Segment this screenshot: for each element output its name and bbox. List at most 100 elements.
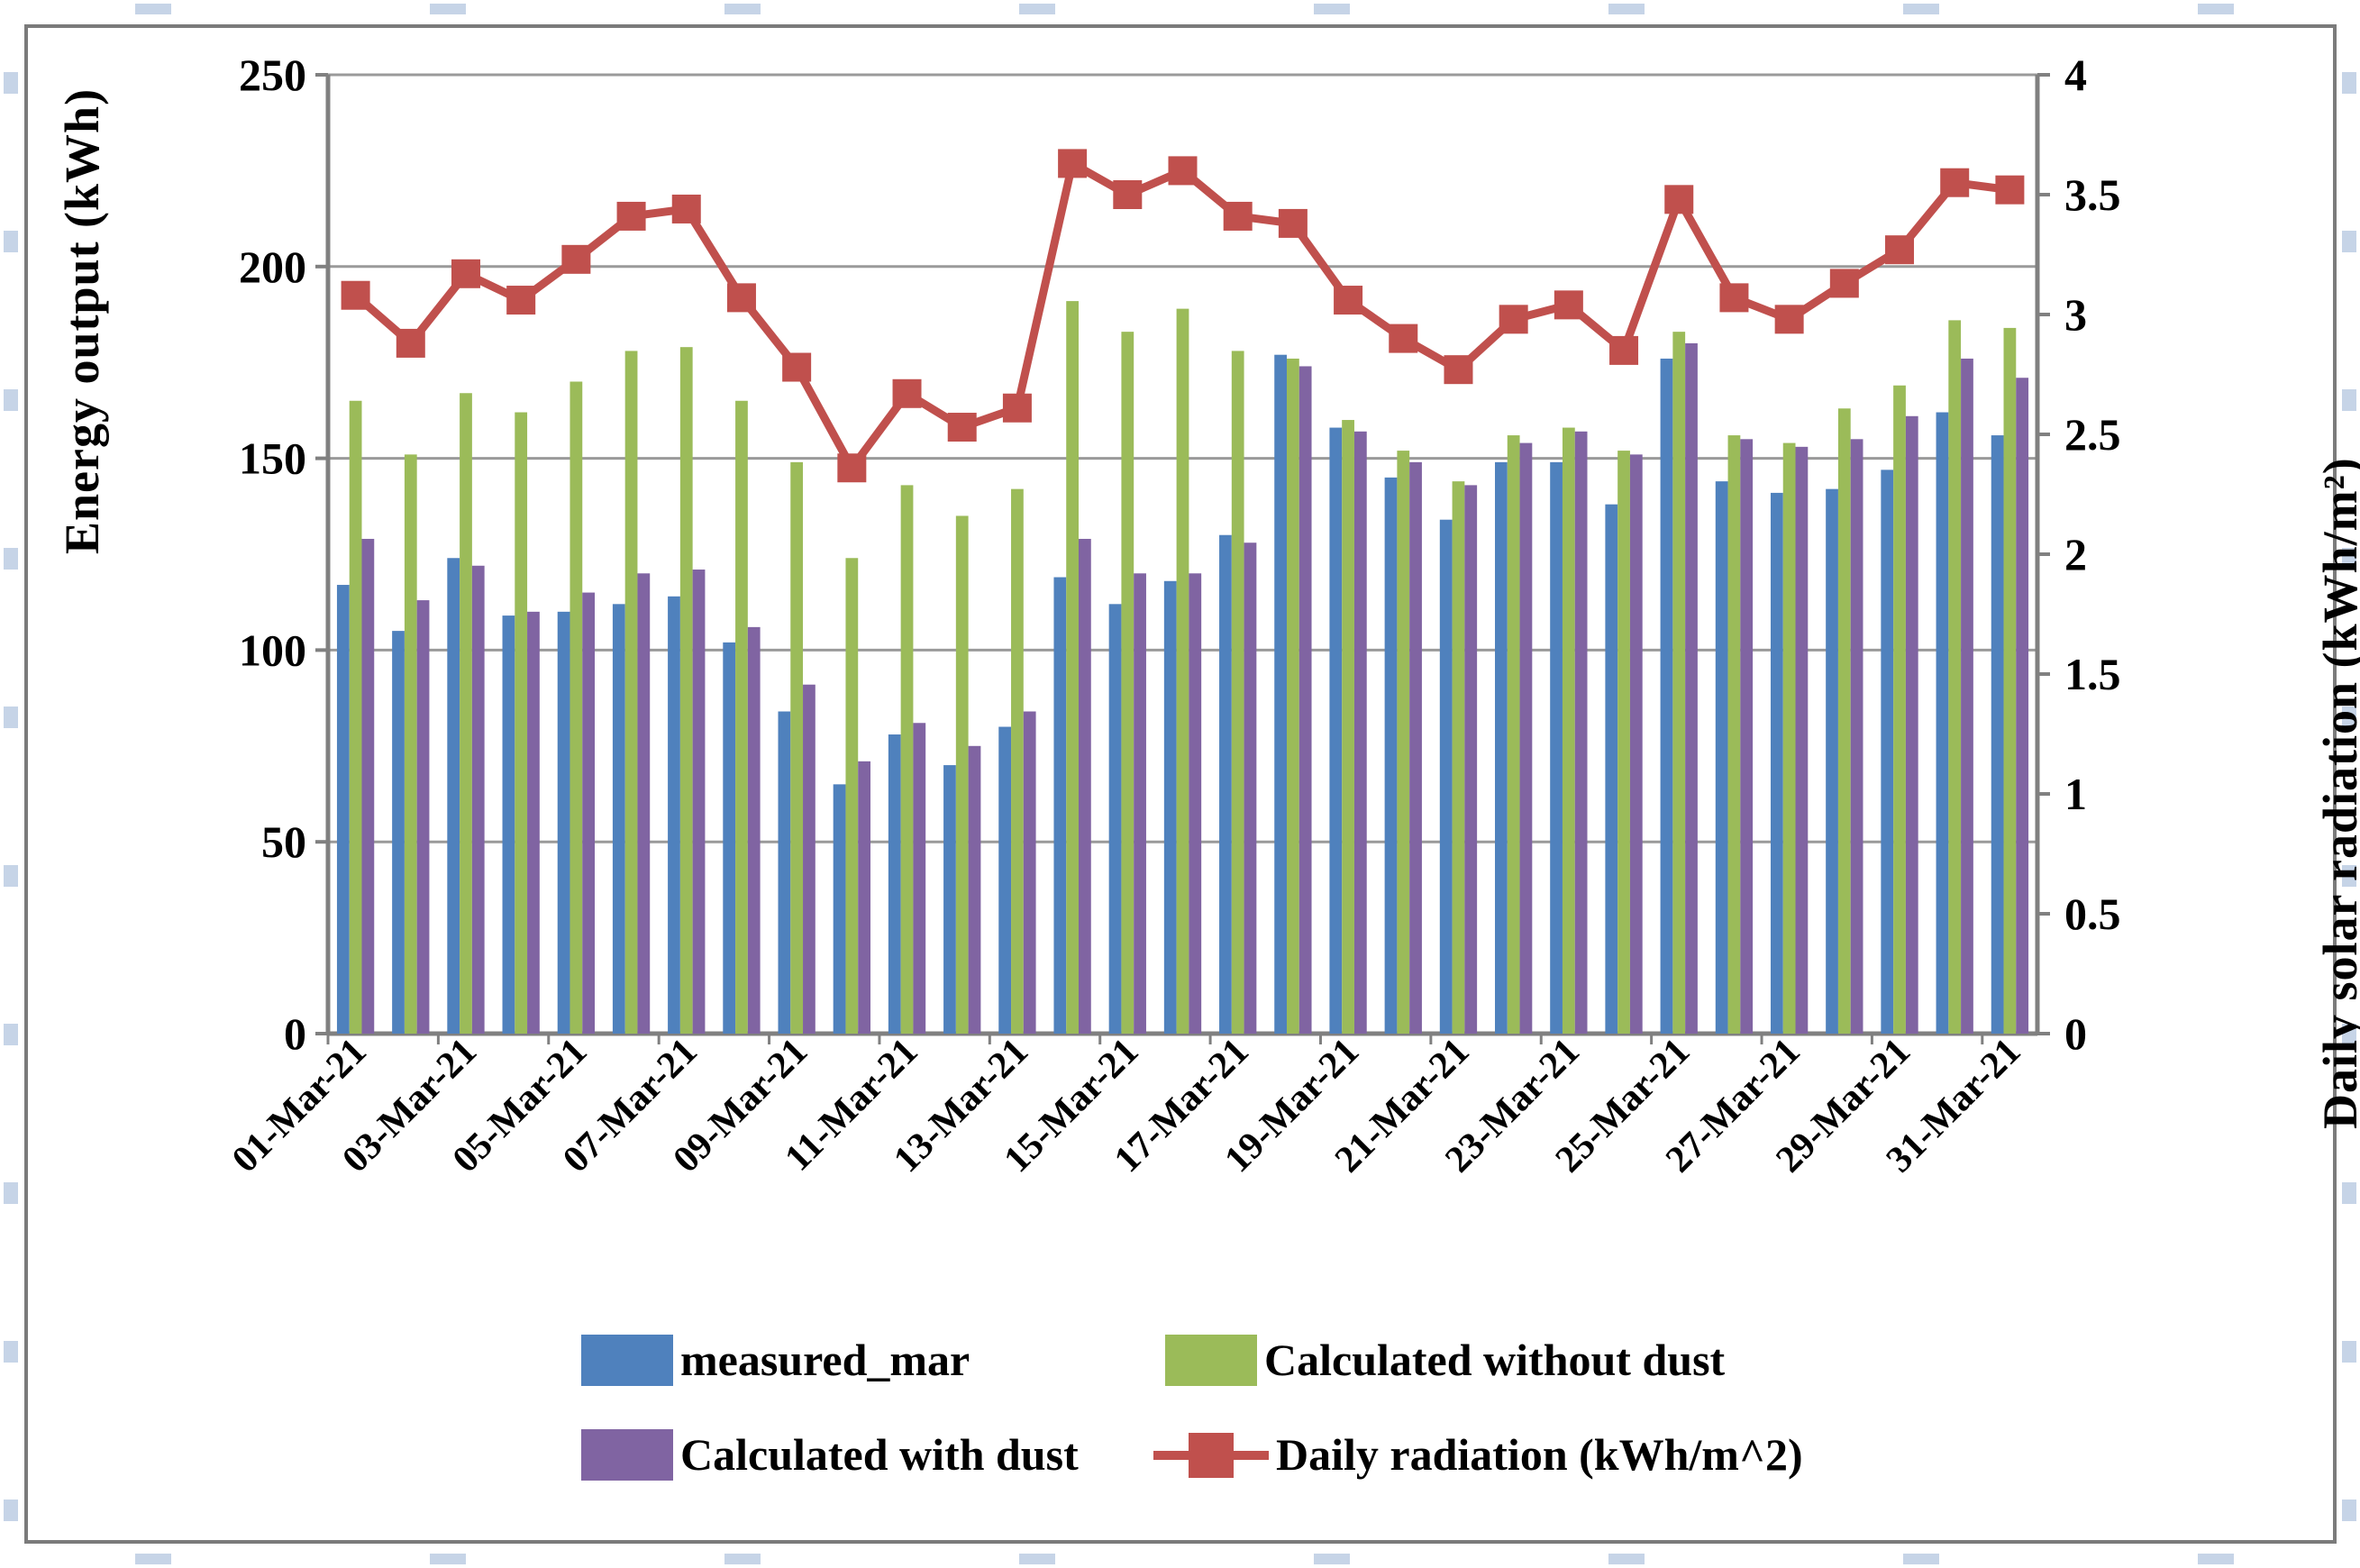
bar-without-dust-day-26 [1727,435,1741,1035]
bar-without-dust-day-3 [460,393,472,1034]
bar-with-dust-day-24 [1629,454,1643,1034]
bar-without-dust-day-15 [1121,332,1134,1035]
radiation-marker-day-11 [892,378,922,408]
legend-swatch-measured [581,1334,673,1386]
bar-measured-day-4 [502,615,515,1034]
left-tick-label-250: 250 [239,50,306,100]
legend-label-without-dust: Calculated without dust [1264,1335,1726,1385]
bar-with-dust-day-12 [968,745,981,1034]
radiation-marker-day-9 [782,352,812,382]
radiation-marker-day-8 [726,283,756,313]
legend-swatch-with-dust [581,1428,673,1481]
page-ruler-marks-top [0,4,2360,14]
radiation-marker-day-4 [506,286,536,315]
left-tick-label-150: 150 [239,433,306,484]
bar-measured-day-31 [1991,435,2004,1035]
bar-without-dust-day-20 [1397,451,1410,1034]
radiation-marker-day-6 [616,201,646,231]
legend-label-with-dust: Calculated with dust [680,1429,1079,1480]
right-tick-label-2.5: 2.5 [2064,409,2121,460]
bar-with-dust-day-25 [1685,342,1698,1034]
radiation-marker-day-24 [1609,335,1639,365]
left-tick-label-0: 0 [284,1008,306,1059]
right-tick-label-2: 2 [2064,529,2087,579]
bar-without-dust-day-8 [735,400,748,1034]
radiation-marker-day-3 [451,259,480,288]
bar-without-dust-day-16 [1176,308,1189,1035]
bar-with-dust-day-29 [1905,415,1918,1034]
bar-measured-day-10 [833,784,846,1034]
bar-measured-day-27 [1770,492,1783,1034]
figure-border [24,24,2337,1544]
left-tick-label-200: 200 [239,242,306,292]
legend-label-measured: measured_mar [680,1335,970,1385]
radiation-marker-day-20 [1389,324,1418,353]
legend-item-without-dust: Calculated without dust [1165,1334,1725,1386]
bar-without-dust-day-10 [845,558,859,1034]
bar-with-dust-day-6 [637,573,651,1034]
bar-without-dust-day-21 [1452,481,1465,1034]
page-ruler-marks-bottom [0,1554,2360,1564]
bar-with-dust-day-9 [803,684,816,1034]
bar-measured-day-7 [668,596,680,1034]
bar-without-dust-day-14 [1066,301,1079,1034]
bar-with-dust-day-14 [1078,538,1091,1034]
bar-with-dust-day-26 [1740,439,1754,1034]
bar-with-dust-day-28 [1850,439,1863,1034]
bar-without-dust-day-7 [679,347,693,1034]
bar-measured-day-5 [557,611,570,1034]
bar-measured-day-23 [1550,461,1563,1034]
bar-measured-day-3 [447,558,460,1034]
bar-measured-day-14 [1053,577,1067,1034]
bar-measured-day-6 [612,604,625,1034]
bar-with-dust-day-7 [692,570,706,1034]
bar-without-dust-day-29 [1893,385,1906,1035]
bar-without-dust-day-17 [1231,351,1244,1034]
bar-measured-day-28 [1826,488,1838,1034]
bar-without-dust-day-25 [1672,332,1686,1035]
bar-with-dust-day-20 [1409,461,1422,1034]
radiation-marker-day-28 [1829,269,1859,298]
bar-without-dust-day-2 [404,454,417,1034]
radiation-marker-day-16 [1168,156,1198,186]
radiation-marker-day-29 [1885,235,1915,265]
bar-without-dust-day-28 [1837,408,1851,1035]
bar-without-dust-day-13 [1011,488,1024,1034]
bar-measured-day-13 [998,726,1012,1034]
bar-with-dust-day-31 [2016,378,2029,1034]
page-ruler-marks-left [4,0,18,1568]
page-ruler-marks-right [2342,0,2356,1568]
bar-with-dust-day-21 [1464,485,1478,1034]
legend-swatch-without-dust [1165,1334,1257,1386]
radiation-marker-day-21 [1444,355,1473,385]
bar-without-dust-day-31 [2003,327,2017,1034]
bar-without-dust-day-6 [624,351,638,1034]
bar-without-dust-day-24 [1617,451,1630,1034]
radiation-marker-day-10 [837,453,867,483]
right-tick-label-1.5: 1.5 [2064,649,2121,699]
left-axis-title: Energy output (kWh) [55,87,109,554]
bar-measured-day-19 [1329,427,1343,1034]
bar-measured-day-12 [943,765,956,1034]
bar-with-dust-day-13 [1023,711,1036,1034]
bar-measured-day-9 [778,711,791,1034]
right-tick-label-0: 0 [2064,1008,2087,1059]
bar-without-dust-day-11 [900,485,914,1034]
bar-with-dust-day-4 [527,611,540,1034]
bar-without-dust-day-19 [1342,420,1354,1034]
radiation-marker-day-27 [1774,305,1804,334]
radiation-marker-day-17 [1223,201,1253,231]
right-tick-label-1: 1 [2064,769,2087,819]
bar-with-dust-day-11 [913,723,926,1034]
right-tick-label-4: 4 [2064,50,2087,100]
bar-measured-day-8 [723,642,736,1034]
bar-without-dust-day-5 [569,381,583,1035]
legend-label-radiation: Daily radiation (kWh/m^2) [1276,1429,1803,1480]
bar-with-dust-day-19 [1353,431,1367,1035]
radiation-marker-day-12 [947,413,977,442]
bar-with-dust-day-15 [1134,573,1146,1034]
bar-without-dust-day-12 [955,515,969,1034]
legend-item-with-dust: Calculated with dust [581,1428,1079,1481]
bar-with-dust-day-8 [747,626,761,1034]
bar-with-dust-day-18 [1298,366,1312,1034]
